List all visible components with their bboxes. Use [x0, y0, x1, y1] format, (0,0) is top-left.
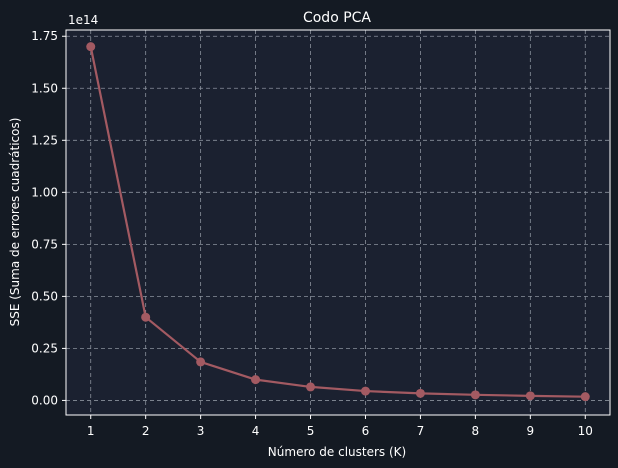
x-tick-label: 10 — [578, 424, 593, 438]
data-point — [415, 388, 425, 398]
axes-frame — [65, 29, 611, 416]
chart-title: Codo PCA — [303, 10, 371, 26]
x-tick-label: 5 — [307, 424, 315, 438]
data-point — [251, 375, 261, 385]
y-tick-label: 0.75 — [31, 237, 58, 251]
data-point — [141, 312, 151, 322]
y-tick-label: 1.00 — [31, 185, 58, 199]
data-point — [470, 390, 480, 400]
y-tick-label: 1.50 — [31, 81, 58, 95]
x-tick-label: 9 — [527, 424, 535, 438]
x-tick-label: 4 — [252, 424, 260, 438]
y-tick-label: 1.25 — [31, 133, 58, 147]
series-line — [89, 46, 586, 398]
data-point — [306, 382, 316, 392]
data-point — [360, 386, 370, 396]
y-tick-label: 0.50 — [31, 289, 58, 303]
y-offset-label: 1e14 — [68, 13, 98, 27]
grid — [66, 30, 610, 415]
x-tick-label: 8 — [472, 424, 480, 438]
data-point — [580, 392, 590, 402]
x-tick-label: 7 — [417, 424, 425, 438]
data-point — [525, 391, 535, 401]
y-tick-label: 0.25 — [31, 341, 58, 355]
y-tick-label: 0.00 — [31, 393, 58, 407]
data-point — [196, 357, 206, 367]
x-axis-label: Número de clusters (K) — [268, 445, 406, 459]
x-tick-label: 2 — [142, 424, 150, 438]
axis-ticks: 1 2 3 4 5 6 7 8 9 10 0.00 0.25 0.50 0.75 1.00 1.25 1.50 1… — [31, 29, 593, 438]
x-tick-label: 6 — [362, 424, 370, 438]
data-point — [86, 42, 96, 52]
y-axis-label: SSE (Suma de errores cuadráticos) — [8, 118, 22, 327]
x-tick-label: 3 — [197, 424, 205, 438]
x-tick-label: 1 — [87, 424, 95, 438]
series — [86, 42, 590, 402]
y-tick-label: 1.75 — [31, 29, 58, 43]
plot-area — [66, 30, 610, 415]
